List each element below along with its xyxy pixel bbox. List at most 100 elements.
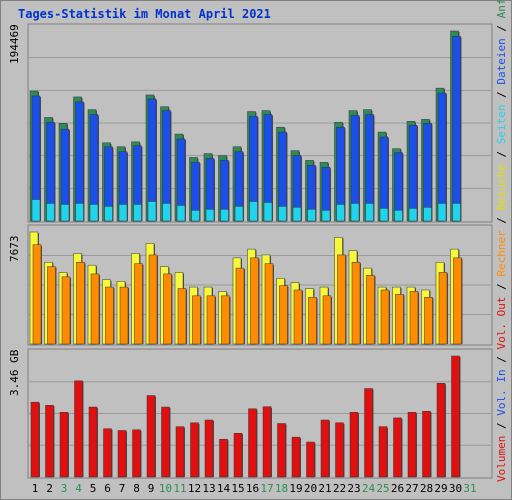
x-tick-label: 17 xyxy=(260,482,273,495)
bar-rechner-15 xyxy=(235,267,245,345)
bar-seiten-10 xyxy=(162,203,171,222)
y-max-label-bottom: 3.46 GB xyxy=(8,349,21,396)
bar-seiten-14 xyxy=(220,209,229,222)
bar-seiten-12 xyxy=(191,210,200,222)
x-tick-label: 28 xyxy=(420,482,433,495)
legend-entry: Anfragen xyxy=(495,0,508,18)
bar-rechner-1 xyxy=(32,244,42,345)
bar-seiten-25 xyxy=(379,208,389,222)
bar-vol-in-23 xyxy=(349,412,359,478)
bar-vol-in-15 xyxy=(233,433,243,478)
bar-seiten-9 xyxy=(147,201,157,222)
x-tick-label: 3 xyxy=(61,482,68,495)
chart-title: Tages-Statistik im Monat April 2021 xyxy=(18,7,271,21)
bar-rechner-18 xyxy=(279,285,288,345)
x-tick-label: 31 xyxy=(463,482,476,495)
bar-rechner-22 xyxy=(337,254,346,345)
x-tick-label: 7 xyxy=(119,482,126,495)
x-tick-label: 16 xyxy=(246,482,259,495)
legend-entry: / xyxy=(495,416,508,436)
bar-dateien-4 xyxy=(75,101,84,222)
x-tick-label: 2 xyxy=(46,482,53,495)
bar-dateien-29 xyxy=(437,92,447,222)
bar-rechner-3 xyxy=(61,276,71,345)
x-tick-label: 19 xyxy=(289,482,302,495)
bar-vol-in-29 xyxy=(436,383,446,478)
x-tick-label: 20 xyxy=(304,482,317,495)
bar-rechner-25 xyxy=(380,289,390,345)
bar-rechner-7 xyxy=(119,286,129,345)
bar-vol-in-1 xyxy=(30,401,40,478)
x-tick-label: 26 xyxy=(391,482,404,495)
bar-seiten-28 xyxy=(423,207,432,222)
x-tick-label: 18 xyxy=(275,482,288,495)
bar-seiten-5 xyxy=(89,204,99,222)
x-tick-label: 6 xyxy=(104,482,111,495)
bar-rechner-6 xyxy=(105,286,114,345)
bar-rechner-19 xyxy=(293,289,303,345)
panel-middle-border xyxy=(27,224,493,346)
bar-rechner-21 xyxy=(322,295,332,345)
y-max-label-top: 194469 xyxy=(8,24,21,64)
bar-rechner-9 xyxy=(148,254,158,345)
panel-top-border xyxy=(27,23,493,223)
x-tick-label: 25 xyxy=(376,482,389,495)
bar-rechner-2 xyxy=(47,266,56,345)
bar-seiten-6 xyxy=(104,206,113,222)
bar-dateien-30 xyxy=(452,36,461,222)
y-max-label-middle: 7673 xyxy=(8,236,21,263)
bar-rechner-16 xyxy=(250,257,259,345)
bar-vol-in-24 xyxy=(364,388,373,478)
legend-entry: / xyxy=(495,85,508,105)
bar-seiten-7 xyxy=(118,204,128,222)
bar-vol-in-17 xyxy=(262,406,272,478)
x-tick-label: 12 xyxy=(188,482,201,495)
bar-seiten-21 xyxy=(321,210,331,222)
bar-dateien-28 xyxy=(423,123,432,222)
x-tick-label: 27 xyxy=(405,482,418,495)
bar-seiten-19 xyxy=(292,207,302,222)
bar-rechner-11 xyxy=(177,288,187,345)
bar-seiten-1 xyxy=(31,199,41,222)
bar-rechner-27 xyxy=(409,291,419,345)
bar-vol-in-19 xyxy=(291,436,301,478)
bar-seiten-18 xyxy=(278,206,287,222)
legend-entry: / xyxy=(495,277,508,297)
legend-entry: Seiten xyxy=(495,104,508,144)
bar-seiten-23 xyxy=(350,203,360,222)
bar-vol-in-25 xyxy=(378,426,388,478)
bar-seiten-3 xyxy=(60,204,70,222)
bar-rechner-14 xyxy=(221,295,230,345)
bar-rechner-10 xyxy=(163,273,172,345)
bar-seiten-15 xyxy=(234,206,244,222)
bar-rechner-12 xyxy=(192,295,201,345)
legend-entry: Besuche xyxy=(495,164,508,210)
x-tick-label: 4 xyxy=(75,482,82,495)
bar-rechner-23 xyxy=(351,262,361,345)
bar-seiten-2 xyxy=(46,203,55,222)
bar-vol-in-5 xyxy=(88,406,98,478)
x-tick-label: 5 xyxy=(90,482,97,495)
bar-rechner-24 xyxy=(366,275,375,345)
bar-seiten-4 xyxy=(75,203,84,222)
bar-vol-in-7 xyxy=(117,430,127,478)
bar-vol-in-9 xyxy=(146,395,156,478)
x-tick-label: 11 xyxy=(173,482,186,495)
bar-seiten-26 xyxy=(394,210,403,222)
bar-seiten-27 xyxy=(408,208,418,222)
bar-vol-in-21 xyxy=(320,419,330,478)
legend-entry: / xyxy=(495,350,508,370)
x-tick-label: 21 xyxy=(318,482,331,495)
x-tick-label: 29 xyxy=(434,482,447,495)
bar-vol-in-18 xyxy=(277,423,286,478)
bar-rechner-26 xyxy=(395,294,404,345)
bar-seiten-17 xyxy=(263,202,273,222)
legend-entry: / xyxy=(495,144,508,164)
bar-seiten-8 xyxy=(133,204,142,222)
bar-rechner-5 xyxy=(90,273,100,345)
bar-vol-in-16 xyxy=(248,408,257,478)
bar-seiten-29 xyxy=(437,203,447,222)
x-tick-label: 10 xyxy=(159,482,172,495)
bar-vol-in-3 xyxy=(59,412,69,478)
